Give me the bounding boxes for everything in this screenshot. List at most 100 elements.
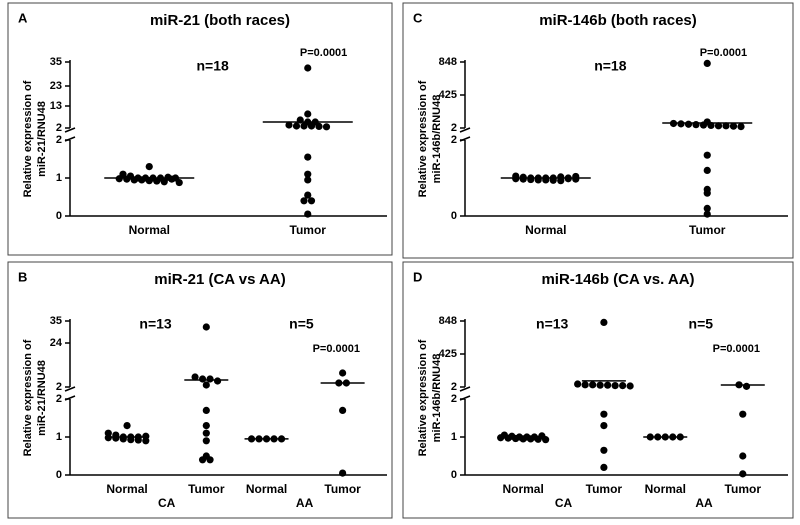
data-point bbox=[304, 110, 312, 118]
panel-frame bbox=[402, 2, 794, 259]
data-point bbox=[626, 382, 634, 390]
y-tick-label: 23 bbox=[50, 80, 62, 92]
data-point bbox=[202, 437, 210, 445]
data-point bbox=[504, 434, 512, 442]
data-point bbox=[527, 175, 535, 184]
y-axis-label: Relative expression of bbox=[22, 339, 34, 456]
x-tick-label: Normal bbox=[246, 482, 287, 496]
data-point bbox=[646, 433, 654, 441]
annotation: P=0.0001 bbox=[700, 47, 747, 59]
data-point bbox=[123, 175, 131, 183]
panel-letter: A bbox=[18, 10, 28, 25]
data-point bbox=[191, 373, 199, 381]
data-point bbox=[130, 176, 138, 184]
data-point bbox=[497, 434, 505, 442]
data-point bbox=[202, 406, 210, 414]
y-tick-label: 2 bbox=[451, 393, 457, 405]
data-point bbox=[335, 379, 343, 387]
data-point bbox=[739, 470, 747, 478]
data-point bbox=[153, 177, 161, 185]
chart-title: miR-146b (CA vs. AA) bbox=[541, 271, 694, 288]
data-point bbox=[315, 122, 323, 130]
y-tick-label: 24 bbox=[50, 337, 63, 349]
data-point bbox=[600, 318, 608, 327]
data-point bbox=[296, 116, 304, 124]
data-point bbox=[699, 121, 708, 129]
annotation: n=13 bbox=[536, 316, 569, 332]
y-tick-label: 2 bbox=[56, 122, 62, 134]
data-point bbox=[307, 197, 316, 205]
chart-title: miR-21 (CA vs AA) bbox=[154, 271, 285, 288]
data-point bbox=[202, 422, 210, 430]
data-point bbox=[600, 446, 608, 454]
y-tick-label: 2 bbox=[56, 393, 62, 405]
data-point bbox=[206, 375, 214, 383]
data-point bbox=[512, 175, 520, 183]
y-tick-label: 0 bbox=[56, 469, 62, 481]
data-point bbox=[692, 121, 700, 129]
y-axis-label: miR-146b/RNU48 bbox=[431, 354, 443, 443]
data-point bbox=[519, 435, 527, 443]
data-point bbox=[557, 173, 565, 181]
axis-break bbox=[64, 386, 76, 392]
group-label: AA bbox=[695, 496, 713, 510]
data-point bbox=[304, 170, 312, 178]
data-point bbox=[703, 151, 711, 159]
data-point bbox=[300, 197, 308, 205]
y-tick-label: 35 bbox=[50, 315, 62, 327]
y-tick-label: 0 bbox=[451, 469, 457, 481]
data-point bbox=[596, 381, 604, 389]
data-point bbox=[739, 410, 747, 418]
x-tick-label: Tumor bbox=[586, 482, 623, 496]
data-point bbox=[703, 189, 711, 197]
y-tick-label: 1 bbox=[451, 431, 457, 443]
chart-title: miR-21 (both races) bbox=[150, 12, 290, 29]
annotation: n=13 bbox=[139, 316, 172, 332]
data-point bbox=[519, 175, 527, 183]
data-point bbox=[684, 120, 693, 128]
chart-title: miR-146b (both races) bbox=[539, 12, 697, 29]
group-label: AA bbox=[296, 496, 314, 510]
data-point bbox=[112, 434, 120, 442]
data-point bbox=[127, 436, 135, 444]
data-point bbox=[300, 122, 308, 130]
annotation: n=5 bbox=[289, 316, 314, 332]
annotation: P=0.0001 bbox=[300, 47, 347, 59]
data-point bbox=[512, 434, 520, 443]
x-tick-label: Normal bbox=[645, 482, 686, 496]
panel-frame bbox=[402, 261, 794, 519]
annotation: n=18 bbox=[196, 58, 229, 74]
data-point bbox=[304, 210, 312, 218]
panel-frame bbox=[7, 261, 393, 519]
data-point bbox=[202, 381, 210, 389]
annotation: P=0.0001 bbox=[713, 343, 760, 355]
data-point bbox=[676, 433, 684, 441]
y-axis-label: miR-146b/RNU48 bbox=[431, 95, 443, 184]
x-tick-label: Normal bbox=[129, 223, 170, 237]
annotation: P=0.0001 bbox=[313, 343, 360, 355]
annotation: n=18 bbox=[594, 58, 627, 74]
data-point bbox=[202, 429, 210, 437]
y-tick-label: 848 bbox=[439, 56, 457, 68]
data-point bbox=[703, 210, 711, 218]
data-point bbox=[739, 452, 747, 460]
data-point bbox=[175, 178, 183, 187]
group-label: CA bbox=[158, 496, 176, 510]
y-tick-label: 2 bbox=[56, 134, 62, 146]
data-point bbox=[142, 432, 150, 440]
data-point bbox=[304, 191, 312, 199]
y-tick-label: 0 bbox=[56, 210, 62, 222]
data-point bbox=[138, 176, 146, 184]
data-point bbox=[538, 432, 546, 440]
y-tick-label: 35 bbox=[50, 56, 62, 68]
y-axis-label: Relative expression of bbox=[417, 80, 429, 197]
x-tick-label: Tumor bbox=[324, 482, 361, 496]
data-point bbox=[729, 122, 738, 130]
y-tick-label: 2 bbox=[451, 134, 457, 146]
data-point bbox=[145, 177, 153, 185]
data-point bbox=[255, 435, 263, 443]
data-point bbox=[285, 121, 293, 129]
data-point bbox=[104, 434, 112, 442]
data-point bbox=[707, 121, 715, 130]
